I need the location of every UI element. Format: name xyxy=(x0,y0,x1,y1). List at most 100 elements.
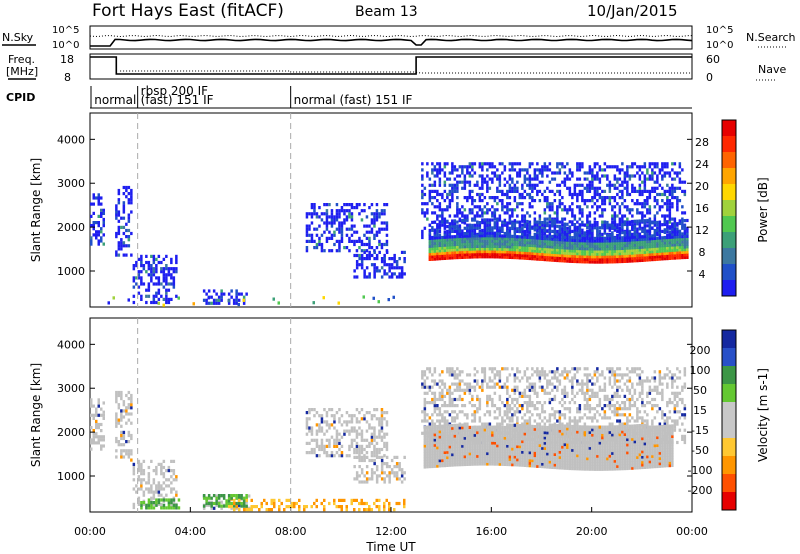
power-cell xyxy=(355,263,359,267)
power-cell xyxy=(653,171,657,175)
power-cell xyxy=(456,189,459,193)
velocity-cell xyxy=(433,370,437,374)
velocity-cell xyxy=(601,407,604,411)
power-cell xyxy=(558,235,562,239)
velocity-cell xyxy=(546,419,549,423)
power-cell xyxy=(676,253,679,257)
velocity-cell xyxy=(157,502,161,506)
power-cell xyxy=(563,180,567,184)
power-cell xyxy=(658,236,662,240)
power-cell xyxy=(496,186,499,190)
velocity-cell xyxy=(115,400,118,404)
power-cell xyxy=(518,224,522,228)
velocity-cell xyxy=(613,410,617,414)
velocity-cell xyxy=(483,376,487,380)
power-cell xyxy=(631,241,634,245)
power-cell xyxy=(125,253,128,257)
power-cell xyxy=(656,241,659,246)
power-cell xyxy=(658,208,662,212)
power-cell xyxy=(305,224,309,228)
velocity-cell xyxy=(511,407,514,411)
velocity-cell xyxy=(330,414,334,418)
velocity-cell xyxy=(358,432,361,436)
velocity-cell xyxy=(360,451,364,455)
power-cell xyxy=(666,246,669,250)
velocity-cell xyxy=(596,376,599,380)
power-cell xyxy=(466,180,469,184)
velocity-cell xyxy=(501,419,504,423)
power-cell xyxy=(673,222,677,226)
power-cell xyxy=(648,189,652,193)
power-cell xyxy=(468,211,472,215)
power-cell xyxy=(643,221,647,225)
power-cell xyxy=(155,282,158,286)
power-cell xyxy=(511,168,514,172)
power-cell xyxy=(428,234,432,238)
power-cell xyxy=(548,162,552,166)
power-cell xyxy=(476,252,479,256)
power-cell xyxy=(468,180,472,184)
power-cell xyxy=(368,224,371,228)
power-cell xyxy=(102,211,105,215)
power-cell xyxy=(643,186,647,190)
power-cell xyxy=(157,260,161,265)
velocity-cell xyxy=(651,419,654,423)
velocity-cell xyxy=(230,506,233,510)
power-cell xyxy=(140,270,143,274)
velocity-cell xyxy=(586,388,589,392)
power-cell xyxy=(663,222,667,227)
velocity-cell xyxy=(586,401,589,405)
velocity-cell xyxy=(100,413,103,417)
velocity-cell xyxy=(498,410,502,414)
velocity-cell xyxy=(468,388,472,392)
power-cell xyxy=(668,174,672,178)
power-cell xyxy=(453,229,457,233)
velocity-cell xyxy=(641,379,644,383)
power-cell xyxy=(355,260,359,264)
velocity-cell xyxy=(127,440,131,444)
power-cell xyxy=(621,259,624,264)
velocity-cell xyxy=(122,433,126,438)
power-cell xyxy=(117,188,121,193)
power-cell xyxy=(473,231,477,235)
velocity-cell xyxy=(506,388,509,392)
power-cell xyxy=(651,162,654,166)
power-cell xyxy=(451,226,454,230)
power-cell xyxy=(438,180,442,184)
power-cell xyxy=(438,177,442,181)
power-cell xyxy=(508,240,512,244)
power-cell xyxy=(496,244,499,248)
power-cell xyxy=(546,199,549,203)
power-cell xyxy=(456,183,459,187)
power-cell xyxy=(345,218,349,222)
power-cell xyxy=(443,243,447,247)
power-cell xyxy=(656,202,659,206)
power-cell xyxy=(496,196,499,200)
power-cell xyxy=(668,192,672,197)
velocity-cell xyxy=(325,411,329,415)
power-cell xyxy=(583,247,587,251)
velocity-cell xyxy=(403,471,406,475)
power-cell xyxy=(531,162,534,166)
power-cell xyxy=(656,257,659,261)
power-cell xyxy=(643,177,647,181)
power-cell xyxy=(563,177,567,181)
power-cell xyxy=(648,224,652,228)
power-cell xyxy=(355,203,359,207)
velocity-cell xyxy=(646,413,649,417)
velocity-cell xyxy=(370,417,374,421)
velocity-cell xyxy=(320,420,324,424)
velocity-cell xyxy=(493,404,497,408)
velocity-cell xyxy=(456,397,459,402)
power-cell xyxy=(368,239,371,243)
velocity-cell xyxy=(140,465,143,470)
power-cell xyxy=(656,228,659,232)
velocity-cell xyxy=(375,477,379,481)
velocity-cell xyxy=(646,401,649,405)
velocity-cell xyxy=(653,376,657,380)
power-cell xyxy=(436,171,439,175)
power-cell xyxy=(230,295,233,299)
power-cell xyxy=(583,171,587,175)
power-cell xyxy=(578,239,582,243)
power-cell xyxy=(451,183,454,187)
